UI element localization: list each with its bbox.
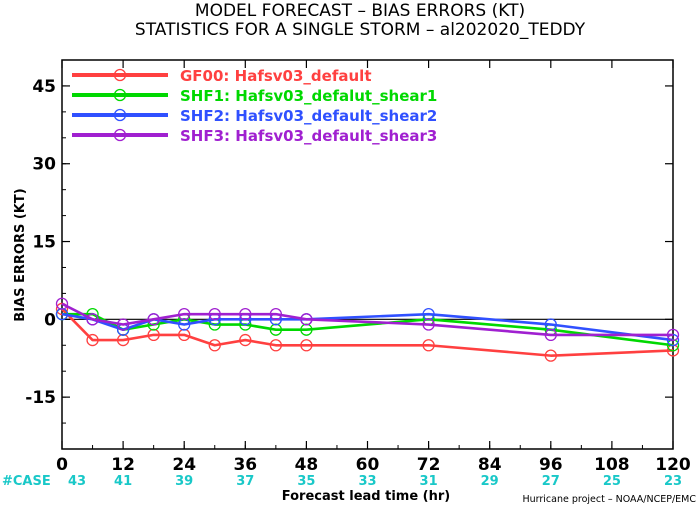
case-count: 37 (236, 474, 254, 489)
x-axis-ticks: 0 12 24 36 48 60 72 84 96 108 120 (56, 60, 691, 475)
case-count: 27 (542, 474, 560, 489)
x-tick-label: 60 (356, 455, 380, 475)
series-group (55, 297, 680, 362)
x-tick-label: 108 (594, 455, 630, 475)
case-counts: 43 41 39 37 35 33 31 29 27 25 23 (68, 474, 682, 489)
data-point (269, 307, 283, 321)
y-tick-label: -15 (25, 388, 56, 408)
data-point (666, 328, 680, 342)
x-tick-label: 0 (56, 455, 68, 475)
data-point (208, 339, 221, 352)
data-point (86, 313, 99, 326)
y-tick-label: 0 (44, 310, 56, 330)
chart-subtitle: STATISTICS FOR A SINGLE STORM – al202020… (135, 20, 586, 40)
data-point (269, 339, 283, 352)
y-tick-label: 45 (32, 77, 56, 97)
legend-marker (113, 88, 127, 102)
case-count: 31 (420, 474, 438, 489)
data-point (300, 339, 313, 352)
x-tick-label: 120 (655, 455, 691, 475)
case-count: 25 (603, 474, 621, 489)
legend-marker (113, 128, 127, 142)
data-point (116, 318, 130, 331)
case-count: 41 (114, 474, 132, 489)
case-count: 35 (297, 474, 315, 489)
data-point (208, 307, 221, 321)
y-axis-ticks: -15 0 15 30 45 (25, 59, 673, 450)
data-point (422, 339, 435, 352)
case-count: 33 (358, 474, 376, 489)
case-label: #CASE (2, 474, 51, 489)
data-point (544, 328, 557, 342)
legend-marker (113, 108, 127, 122)
plot-frame (61, 59, 674, 450)
case-count: 29 (481, 474, 499, 489)
x-tick-label: 24 (172, 455, 196, 475)
data-point (300, 313, 313, 326)
x-tick-label: 84 (478, 455, 502, 475)
data-point (239, 307, 252, 321)
case-count: 39 (175, 474, 193, 489)
legend-entry: SHF1: Hafsv03_defalut_shear1 (180, 87, 437, 105)
data-point (147, 313, 160, 326)
data-point (86, 333, 99, 347)
x-tick-label: 36 (233, 455, 257, 475)
legend: GF00: Hafsv03_default SHF1: Hafsv03_defal… (72, 67, 437, 145)
data-point (544, 349, 557, 362)
legend-marker (113, 68, 127, 82)
case-count: 23 (664, 474, 682, 489)
credit-text: Hurricane project – NOAA/NCEP/EMC (522, 494, 696, 505)
x-tick-label: 72 (417, 455, 441, 475)
x-axis-label: Forecast lead time (hr) (282, 489, 450, 504)
legend-entry: SHF3: Hafsv03_default_shear3 (180, 127, 437, 145)
x-tick-label: 12 (111, 455, 135, 475)
data-point (422, 318, 435, 331)
data-point (178, 307, 191, 321)
chart-title: MODEL FORECAST – BIAS ERRORS (KT) (195, 1, 525, 21)
data-point (55, 297, 69, 310)
y-tick-label: 30 (32, 155, 56, 175)
data-point (239, 333, 252, 347)
case-count: 43 (68, 474, 86, 489)
legend-entry: SHF2: Hafsv03_default_shear2 (180, 107, 437, 125)
x-tick-label: 96 (539, 455, 563, 475)
y-tick-label: 15 (32, 233, 56, 253)
x-tick-label: 48 (295, 455, 319, 475)
y-axis-label: BIAS ERRORS (KT) (13, 188, 28, 321)
legend-entry: GF00: Hafsv03_default (180, 67, 371, 85)
